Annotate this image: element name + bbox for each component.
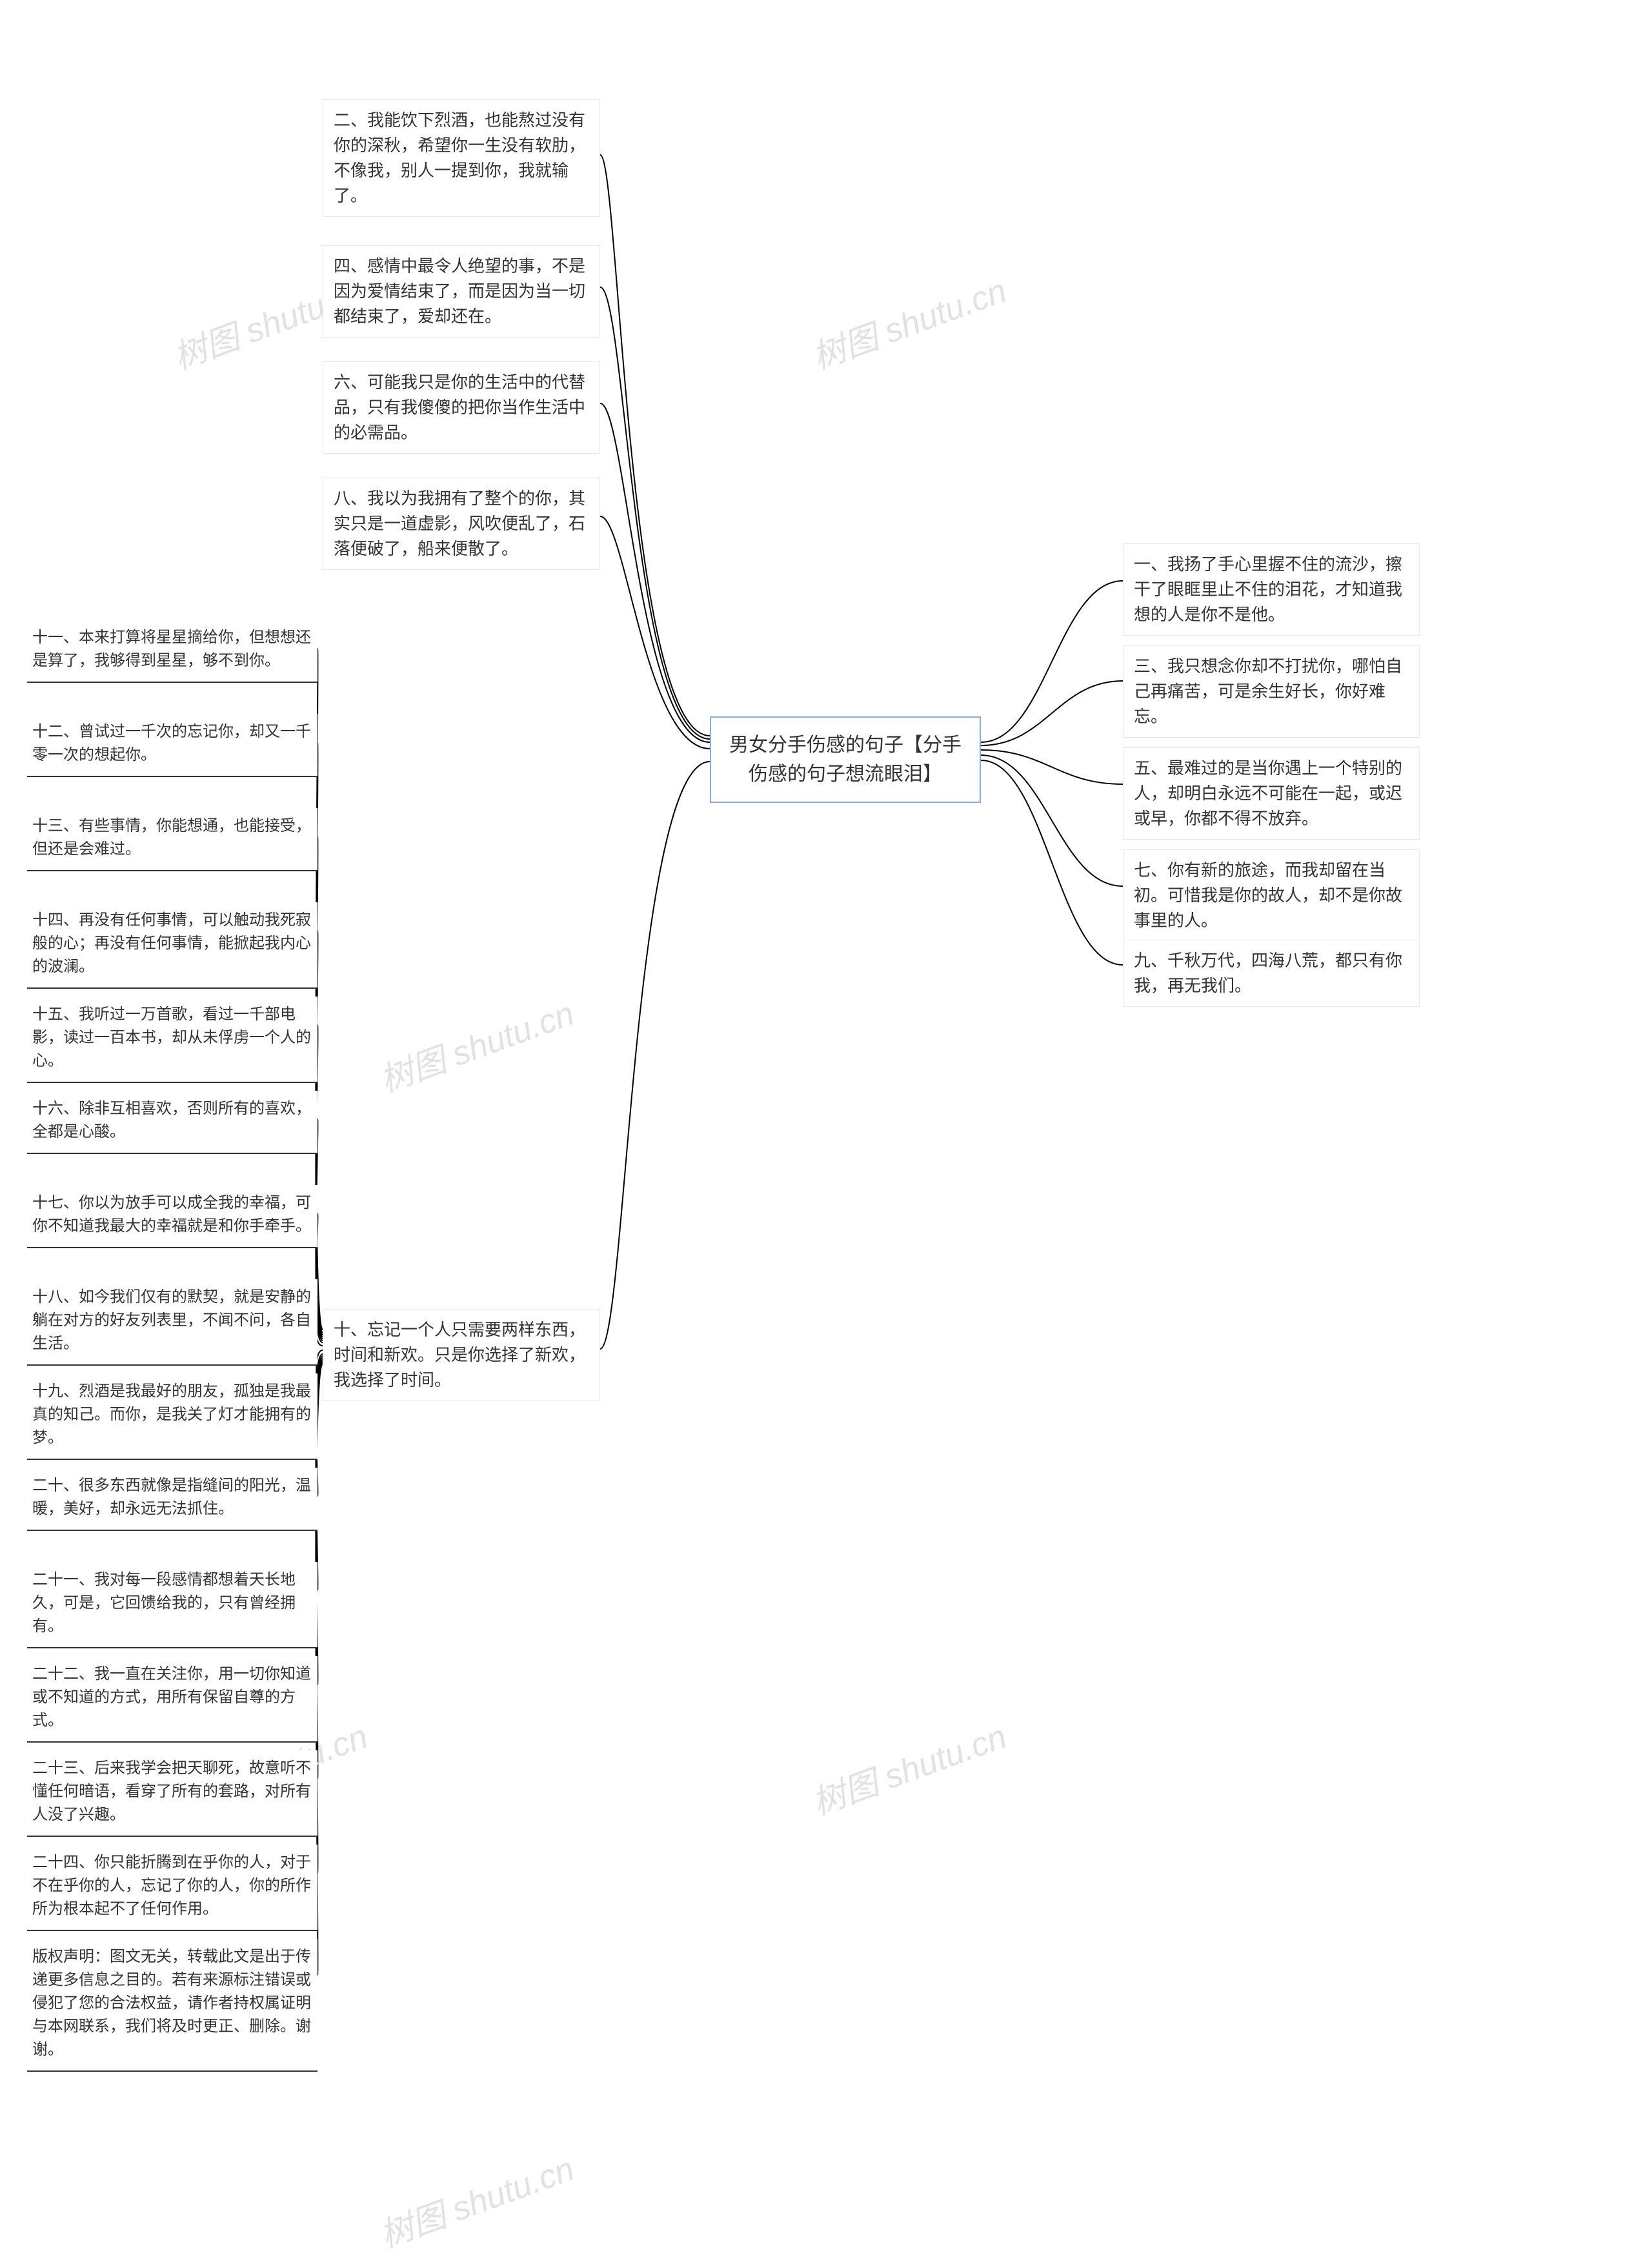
left-list-item: 二十一、我对每一段感情都想着天长地久，可是，它回馈给我的，只有曾经拥有。 bbox=[27, 1562, 317, 1648]
left-top-node: 六、可能我只是你的生活中的代替品，只有我傻傻的把你当作生活中的必需品。 bbox=[323, 361, 600, 454]
left-list-item: 版权声明：图文无关，转载此文是出于传递更多信息之目的。若有来源标注错误或侵犯了您… bbox=[27, 1939, 317, 2072]
watermark: 树图 shutu.cn bbox=[805, 263, 1012, 378]
left-list-item: 十九、烈酒是我最好的朋友，孤独是我最真的知己。而你，是我关了灯才能拥有的梦。 bbox=[27, 1373, 317, 1460]
watermark: 树图 shutu.cn bbox=[372, 986, 580, 1101]
left-top-node: 四、感情中最令人绝望的事，不是因为爱情结束了，而是因为当一切都结束了，爱却还在。 bbox=[323, 245, 600, 338]
watermark: 树图 shutu.cn bbox=[372, 2141, 580, 2256]
left-top-node: 二、我能饮下烈酒，也能熬过没有你的深秋，希望你一生没有软肋，不像我，别人一提到你… bbox=[323, 99, 600, 217]
left-list-item: 十四、再没有任何事情，可以触动我死寂般的心；再没有任何事情，能掀起我内心的波澜。 bbox=[27, 902, 317, 989]
right-node: 五、最难过的是当你遇上一个特别的人，却明白永远不可能在一起，或迟或早，你都不得不… bbox=[1123, 747, 1420, 840]
right-node: 九、千秋万代，四海八荒，都只有你我，再无我们。 bbox=[1123, 940, 1420, 1007]
left-list-item: 二十三、后来我学会把天聊死，故意听不懂任何暗语，看穿了所有的套路，对所有人没了兴… bbox=[27, 1750, 317, 1837]
left-list-item: 十八、如今我们仅有的默契，就是安静的躺在对方的好友列表里，不闻不问，各自生活。 bbox=[27, 1279, 317, 1366]
left-list-item: 二十二、我一直在关注你，用一切你知道或不知道的方式，用所有保留自尊的方式。 bbox=[27, 1656, 317, 1743]
left-list-item: 二十四、你只能折腾到在乎你的人，对于不在乎你的人，忘记了你的人，你的所作所为根本… bbox=[27, 1845, 317, 1931]
left-anchor-node: 十、忘记一个人只需要两样东西，时间和新欢。只是你选择了新欢，我选择了时间。 bbox=[323, 1309, 600, 1401]
left-list-item: 十七、你以为放手可以成全我的幸福，可你不知道我最大的幸福就是和你手牵手。 bbox=[27, 1185, 317, 1248]
left-list-item: 十六、除非互相喜欢，否则所有的喜欢，全都是心酸。 bbox=[27, 1091, 317, 1154]
center-node: 男女分手伤感的句子【分手伤感的句子想流眼泪】 bbox=[710, 716, 981, 803]
right-node: 三、我只想念你却不打扰你，哪怕自己再痛苦，可是余生好长，你好难忘。 bbox=[1123, 645, 1420, 738]
right-node: 七、你有新的旅途，而我却留在当初。可惜我是你的故人，却不是你故事里的人。 bbox=[1123, 849, 1420, 942]
left-list-item: 十三、有些事情，你能想通，也能接受，但还是会难过。 bbox=[27, 808, 317, 871]
right-node: 一、我扬了手心里握不住的流沙，擦干了眼眶里止不住的泪花，才知道我想的人是你不是他… bbox=[1123, 543, 1420, 636]
left-list-item: 十一、本来打算将星星摘给你，但想想还是算了，我够得到星星，够不到你。 bbox=[27, 620, 317, 683]
left-list-item: 十二、曾试过一千次的忘记你，却又一千零一次的想起你。 bbox=[27, 714, 317, 777]
left-list-item: 二十、很多东西就像是指缝间的阳光，温暖，美好，却永远无法抓住。 bbox=[27, 1468, 317, 1531]
left-top-node: 八、我以为我拥有了整个的你，其实只是一道虚影，风吹便乱了，石落便破了，船来便散了… bbox=[323, 478, 600, 570]
watermark: 树图 shutu.cn bbox=[805, 1709, 1012, 1824]
left-list-item: 十五、我听过一万首歌，看过一千部电影，读过一百本书，却从未俘虏一个人的心。 bbox=[27, 997, 317, 1083]
